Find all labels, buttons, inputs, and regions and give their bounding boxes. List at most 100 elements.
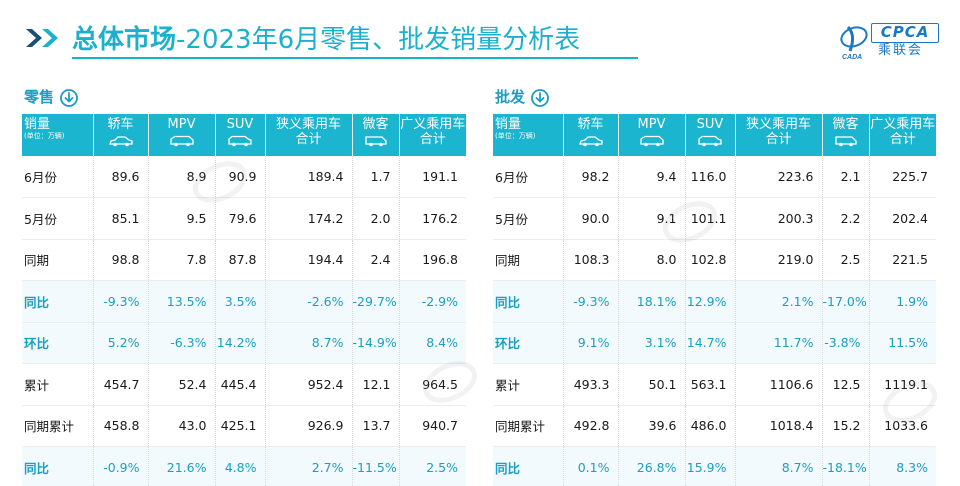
cell-sedan: 90.0 <box>563 197 619 240</box>
cell-narrow: 223.6 <box>735 156 823 198</box>
cell-narrow: -2.6% <box>265 280 353 323</box>
cell-broad: 8.3% <box>869 446 936 486</box>
cell-mini: 2.5 <box>822 239 870 281</box>
cell-mpv: 13.5% <box>148 280 216 323</box>
wholesale-table: 销量 (单位：万辆) 轿车 MPV SUV 狭义乘用车 合计 微客 广义乘用车 合计 … <box>493 114 936 486</box>
cell-sedan: 492.8 <box>563 405 619 447</box>
cell-suv: 563.1 <box>685 363 736 406</box>
cell-suv: 3.5% <box>215 280 266 323</box>
cell-mini: -17.0% <box>822 280 870 323</box>
cell-broad: 8.4% <box>399 322 466 364</box>
cell-suv: 12.9% <box>685 280 736 323</box>
page-title-rest: -2023年6月零售、批发销量分析表 <box>176 25 581 55</box>
cell-mpv: 21.6% <box>148 446 216 486</box>
retail-panel-title: 零售 <box>24 88 55 106</box>
wholesale-panel-title: 批发 <box>495 88 526 106</box>
double-chevron-right-icon <box>26 29 58 47</box>
cell-narrow: 8.7% <box>265 322 353 364</box>
col-header-suv: SUV <box>215 114 266 156</box>
col-header-broad-total: 广义乘用车 合计 <box>869 114 936 156</box>
table-row: 同比 0.1% 26.8% 15.9% 8.7% -18.1% 8.3% <box>493 446 936 486</box>
cell-sedan: 454.7 <box>93 363 149 406</box>
minivan-icon <box>364 136 387 147</box>
cell-broad: 940.7 <box>399 405 466 447</box>
cell-suv: 116.0 <box>685 156 736 198</box>
col-header-sedan: 轿车 <box>93 114 149 156</box>
table-row: 同期 98.8 7.8 87.8 194.4 2.4 196.8 <box>22 239 466 281</box>
cell-mini: 2.4 <box>352 239 400 281</box>
row-label: 6月份 <box>493 156 564 198</box>
cell-broad: 2.5% <box>399 446 466 486</box>
cell-mini: -3.8% <box>822 322 870 364</box>
cell-narrow: 1018.4 <box>735 405 823 447</box>
table-header-row: 销量 (单位：万辆) 轿车 MPV SUV 狭义乘用车 合计 微客 广义乘用车 合计 <box>493 114 936 156</box>
cell-mpv: 43.0 <box>148 405 216 447</box>
col-header-sales: 销量 (单位：万辆) <box>493 114 564 156</box>
cell-mpv: 9.4 <box>618 156 686 198</box>
circle-arrow-down-icon <box>60 89 78 107</box>
table-row: 同期累计 458.8 43.0 425.1 926.9 13.7 940.7 <box>22 405 466 447</box>
logo-cn-text: 乘联会 <box>878 43 924 58</box>
cell-mpv: -6.3% <box>148 322 216 364</box>
table-row: 同比 -9.3% 13.5% 3.5% -2.6% -29.7% -2.9% <box>22 280 466 323</box>
table-row: 环比 5.2% -6.3% 14.2% 8.7% -14.9% 8.4% <box>22 322 466 364</box>
cell-broad: 225.7 <box>869 156 936 198</box>
row-label: 同期累计 <box>493 405 564 447</box>
cell-narrow: 200.3 <box>735 197 823 240</box>
cell-suv: 102.8 <box>685 239 736 281</box>
cell-sedan: 98.2 <box>563 156 619 198</box>
suv-icon <box>228 135 252 147</box>
table-row: 5月份 85.1 9.5 79.6 174.2 2.0 176.2 <box>22 197 466 240</box>
cell-sedan: -9.3% <box>93 280 149 323</box>
cell-broad: 11.5% <box>869 322 936 364</box>
cell-narrow: 952.4 <box>265 363 353 406</box>
table-row: 累计 454.7 52.4 445.4 952.4 12.1 964.5 <box>22 363 466 406</box>
cell-mpv: 39.6 <box>618 405 686 447</box>
cell-broad: 221.5 <box>869 239 936 281</box>
cell-mpv: 8.9 <box>148 156 216 198</box>
cell-narrow: 1106.6 <box>735 363 823 406</box>
table-row: 同期累计 492.8 39.6 486.0 1018.4 15.2 1033.6 <box>493 405 936 447</box>
cell-mpv: 18.1% <box>618 280 686 323</box>
table-row: 6月份 89.6 8.9 90.9 189.4 1.7 191.1 <box>22 156 466 198</box>
cell-sedan: -9.3% <box>563 280 619 323</box>
row-label: 5月份 <box>493 197 564 240</box>
row-label: 同期累计 <box>22 405 94 447</box>
cell-suv: 4.8% <box>215 446 266 486</box>
cell-mpv: 9.1 <box>618 197 686 240</box>
col-header-mini: 微客 <box>352 114 400 156</box>
sedan-icon <box>108 136 133 147</box>
logo-text: CPCA <box>871 23 939 43</box>
table-row: 环比 9.1% 3.1% 14.7% 11.7% -3.8% 11.5% <box>493 322 936 364</box>
cell-broad: 191.1 <box>399 156 466 198</box>
cell-mini: -11.5% <box>352 446 400 486</box>
col-header-mini: 微客 <box>822 114 870 156</box>
cell-mini: 13.7 <box>352 405 400 447</box>
suv-icon <box>698 135 722 147</box>
table-row: 同比 -0.9% 21.6% 4.8% 2.7% -11.5% 2.5% <box>22 446 466 486</box>
unit-label: (单位：万辆) <box>495 132 536 140</box>
cell-narrow: 2.7% <box>265 446 353 486</box>
page-title-bold: 总体市场 <box>72 25 177 55</box>
watermark-logo-icon <box>192 161 248 203</box>
cell-narrow: 189.4 <box>265 156 353 198</box>
cell-broad: 1.9% <box>869 280 936 323</box>
cell-mpv: 50.1 <box>618 363 686 406</box>
cell-mini: -14.9% <box>352 322 400 364</box>
cell-suv: 15.9% <box>685 446 736 486</box>
logo-small-text: CADA <box>842 54 862 61</box>
cell-mpv: 8.0 <box>618 239 686 281</box>
minivan-icon <box>834 136 857 147</box>
table-header-row: 销量 (单位：万辆) 轿车 MPV SUV 狭义乘用车 合计 微客 广义乘用车 合计 <box>22 114 466 156</box>
cell-broad: 176.2 <box>399 197 466 240</box>
cell-sedan: 98.8 <box>93 239 149 281</box>
cell-mini: 2.1 <box>822 156 870 198</box>
cell-sedan: 458.8 <box>93 405 149 447</box>
cell-mpv: 3.1% <box>618 322 686 364</box>
cell-mpv: 9.5 <box>148 197 216 240</box>
cell-suv: 87.8 <box>215 239 266 281</box>
cell-sedan: 108.3 <box>563 239 619 281</box>
page-title: 总体市场-2023年6月零售、批发销量分析表 <box>72 24 580 56</box>
cell-sedan: 89.6 <box>93 156 149 198</box>
cell-suv: 14.2% <box>215 322 266 364</box>
